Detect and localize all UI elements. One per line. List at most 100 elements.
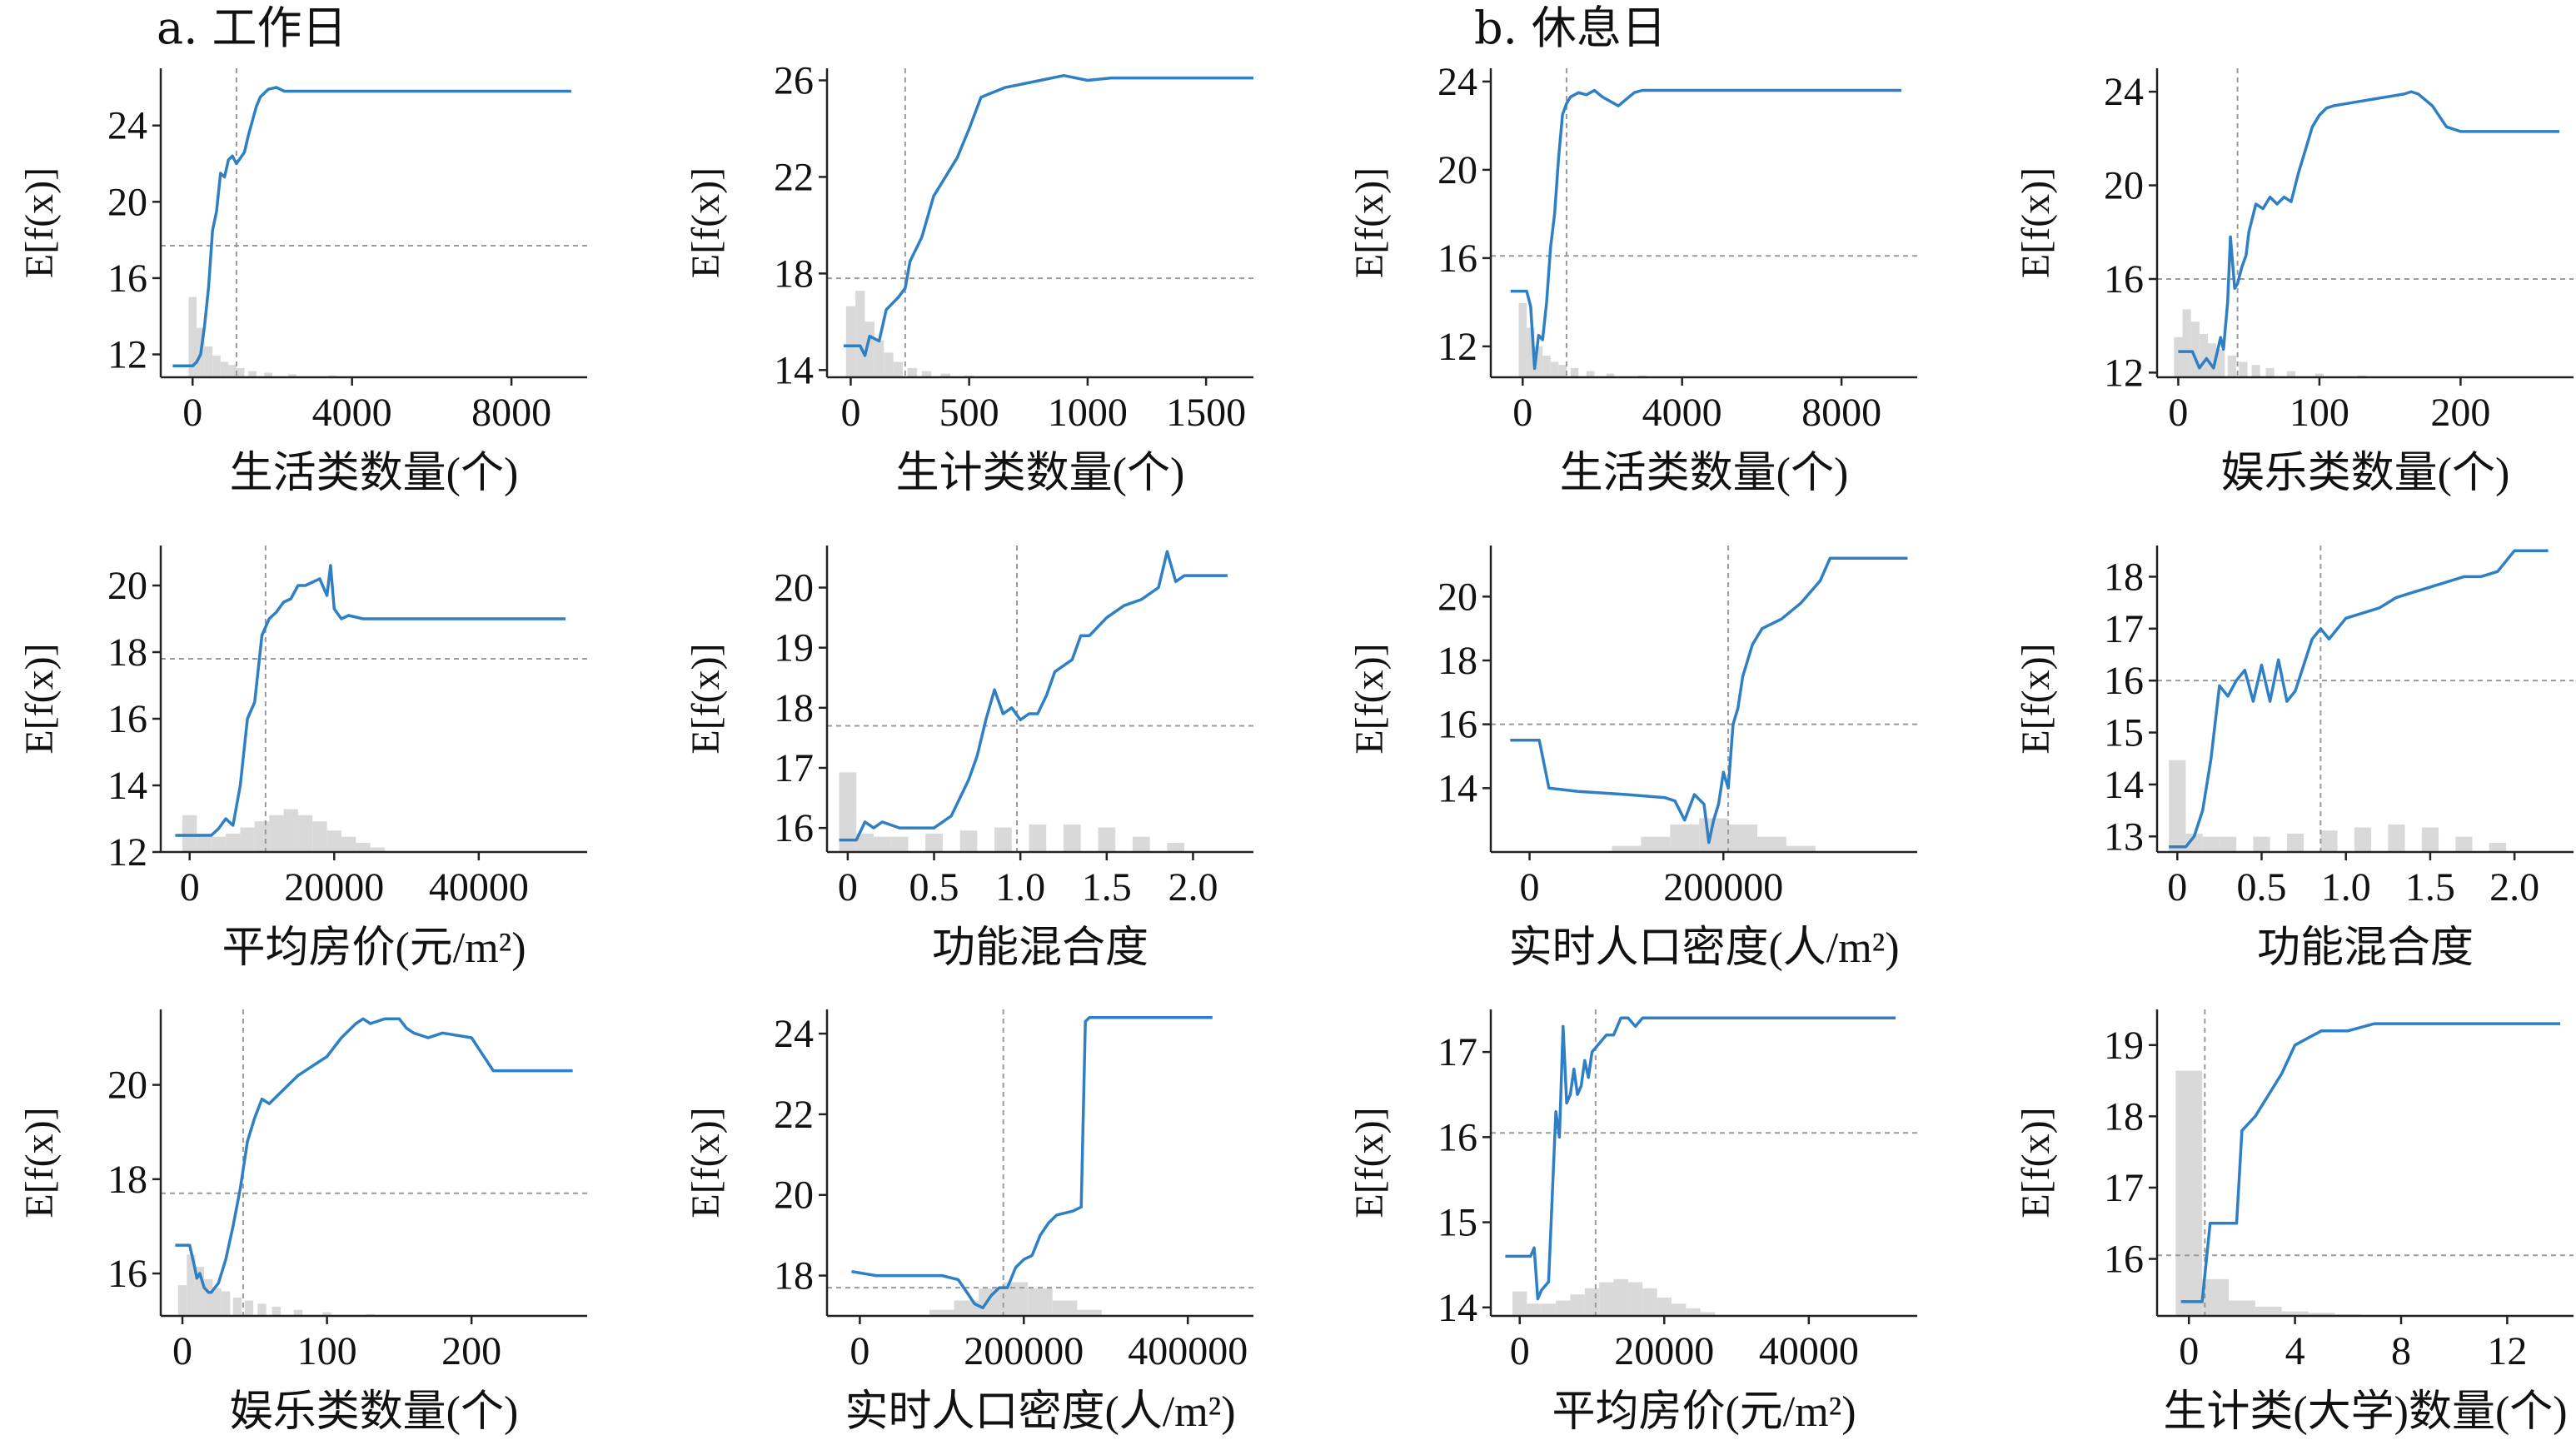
feature-histogram — [177, 1254, 375, 1316]
histogram-bar — [1641, 836, 1671, 852]
x-tick-label: 0 — [1512, 391, 1532, 435]
histogram-bar — [884, 352, 894, 377]
y-axis-label: E[f(x)] — [1348, 643, 1392, 754]
histogram-bar — [2251, 365, 2260, 377]
x-tick-label: 2.0 — [2489, 865, 2539, 909]
histogram-bar — [1786, 845, 1816, 852]
y-tick-label: 18 — [774, 686, 814, 730]
y-tick-label: 18 — [774, 252, 814, 296]
histogram-bar — [236, 367, 245, 377]
dependence-line — [851, 1015, 1213, 1310]
dependence-line — [1510, 556, 1908, 845]
y-tick-label: 20 — [107, 180, 147, 224]
x-axis-label: 娱乐类数量(个) — [2221, 450, 2510, 497]
histogram-bar — [845, 306, 856, 377]
histogram-bar — [1570, 367, 1579, 377]
histogram-bar — [979, 1288, 1004, 1316]
histogram-bar — [2255, 1306, 2282, 1316]
y-tick-label: 24 — [1437, 60, 1477, 104]
dependence-line — [2169, 549, 2549, 849]
x-axis-label: 平均房价(元/m²) — [1552, 1388, 1856, 1436]
x-tick-label: 200000 — [1663, 865, 1783, 909]
y-tick-label: 14 — [2104, 763, 2144, 807]
histogram-bar — [1541, 1303, 1557, 1316]
histogram-bar — [907, 367, 918, 377]
histogram-bar — [2208, 343, 2217, 377]
x-tick-label: 20000 — [284, 865, 384, 909]
y-axis-label: E[f(x)] — [1348, 1107, 1392, 1218]
histogram-bar — [921, 371, 932, 377]
subplot-b-r2c1: 0 200000 14 16 18 20 实时人口密度(人/m²) E[f(x)] — [1348, 546, 1917, 972]
subplot-a-r1c2: 0 500 1000 1500 14 18 22 26 生计类数量(个) E[f(x)] — [684, 58, 1253, 497]
histogram-bar — [1512, 1291, 1527, 1316]
histogram-bar — [2185, 833, 2203, 852]
y-tick-label: 18 — [107, 1158, 147, 1202]
dependence-line — [175, 564, 566, 837]
y-tick-label: 16 — [2104, 659, 2144, 703]
histogram-bar — [188, 296, 197, 377]
subplot-a-r3c1: 0 100 200 16 18 20 娱乐类数量(个) E[f(x)] — [17, 1009, 587, 1436]
histogram-bar — [326, 830, 341, 852]
x-tick-label: 0 — [1510, 1329, 1530, 1373]
histogram-bar — [1063, 824, 1081, 852]
histogram-bar — [197, 833, 212, 852]
x-tick-label: 1.0 — [995, 865, 1045, 909]
histogram-bar — [182, 815, 197, 852]
dependence-line — [843, 73, 1253, 357]
histogram-bar — [187, 1254, 196, 1316]
y-tick-label: 14 — [774, 348, 814, 392]
histogram-bar — [2227, 356, 2236, 377]
x-tick-label: 0 — [850, 1329, 869, 1373]
y-tick-label: 24 — [2104, 70, 2144, 114]
histogram-bar — [2388, 824, 2405, 852]
y-tick-label: 16 — [107, 1252, 147, 1296]
histogram-bar — [1534, 346, 1543, 377]
x-tick-label: 0 — [2179, 1329, 2199, 1373]
histogram-bar — [1586, 371, 1595, 377]
histogram-bar — [221, 1291, 231, 1316]
histogram-bar — [212, 356, 221, 377]
feature-histogram — [845, 291, 974, 377]
histogram-bar — [2216, 349, 2225, 377]
x-tick-label: 40000 — [429, 865, 529, 909]
y-tick-label: 22 — [774, 155, 814, 199]
x-tick-label: 1000 — [1048, 391, 1128, 435]
histogram-bar — [204, 1278, 213, 1316]
feature-histogram — [2169, 760, 2507, 852]
x-axis-label: 生活类数量(个) — [1560, 450, 1849, 497]
histogram-bar — [1550, 361, 1559, 377]
histogram-bar — [240, 827, 255, 852]
y-axis-label: E[f(x)] — [17, 167, 62, 278]
y-tick-label: 16 — [2104, 1238, 2144, 1282]
x-tick-label: 0 — [182, 391, 202, 435]
subplot-a-r3c2: 0 200000 400000 18 20 22 24 实时人口密度(人/m²) E[f(x)] — [684, 1009, 1253, 1436]
histogram-bar — [269, 815, 284, 852]
histogram-bar — [1627, 1282, 1643, 1316]
x-tick-label: 1.5 — [2405, 865, 2455, 909]
histogram-bar — [1657, 1297, 1672, 1316]
y-tick-label: 14 — [1437, 1286, 1477, 1330]
feature-histogram — [1512, 1278, 1716, 1316]
panel-a-title: a. 工作日 — [157, 2, 347, 54]
histogram-bar — [2286, 371, 2296, 377]
x-tick-label: 0 — [2168, 391, 2188, 435]
y-axis-label: E[f(x)] — [2014, 167, 2058, 278]
x-tick-label: 100 — [2290, 391, 2349, 435]
histogram-bar — [2253, 836, 2270, 852]
y-tick-label: 16 — [774, 806, 814, 850]
histogram-bar — [2169, 760, 2186, 852]
y-tick-label: 12 — [1437, 325, 1477, 369]
feature-histogram — [182, 809, 386, 852]
histogram-bar — [1671, 1303, 1687, 1316]
subplot-a-r1c1: 0 4000 8000 12 16 20 24 生活类数量(个) E[f(x)] — [17, 68, 587, 497]
histogram-bar — [2265, 367, 2275, 377]
y-axis-label: E[f(x)] — [2014, 643, 2058, 754]
x-tick-label: 400000 — [1128, 1329, 1248, 1373]
x-axis-label: 功能混合度 — [2257, 924, 2474, 972]
x-tick-label: 8000 — [471, 391, 551, 435]
histogram-bar — [1612, 845, 1642, 852]
histogram-bar — [2281, 1311, 2309, 1316]
y-tick-label: 15 — [2104, 711, 2144, 755]
histogram-bar — [890, 836, 909, 852]
histogram-bar — [954, 1300, 979, 1316]
